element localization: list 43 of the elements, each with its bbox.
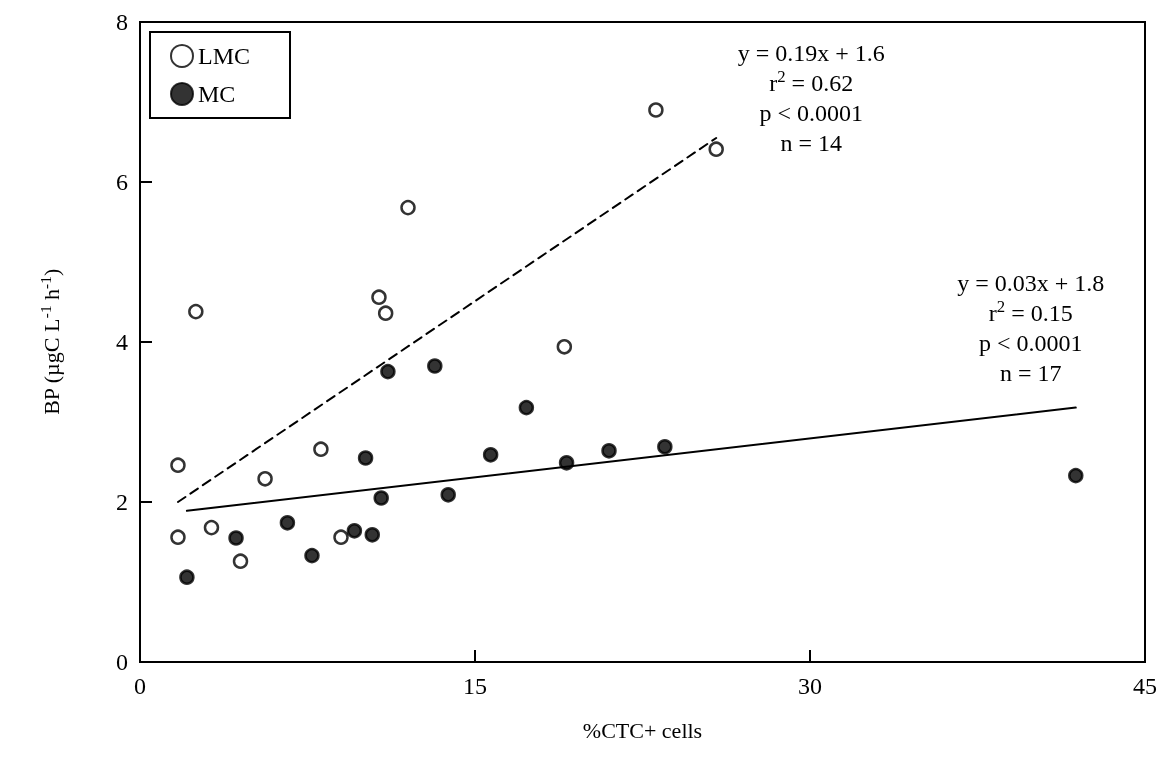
point [371,289,387,305]
point [648,102,664,118]
point [601,443,617,459]
y-tick-label: 0 [116,649,128,675]
point [373,490,389,506]
point [482,447,499,463]
point [313,441,329,457]
y-tick-label: 8 [116,9,128,35]
point [380,363,396,380]
y-tick-label: 2 [116,489,128,515]
point [179,569,195,585]
point [232,553,249,569]
point [304,547,320,564]
point [1068,467,1084,484]
x-axis-title: %CTC+ cells [582,718,703,744]
point [333,529,349,545]
point [188,303,204,320]
point [279,515,296,531]
point [400,199,416,216]
point [518,399,535,416]
point [440,487,456,503]
y-axis-title: BP (µgC L-1 h-1) [36,268,64,415]
x-tick-label: 15 [463,673,487,699]
point [357,450,374,466]
point [708,141,724,157]
point [364,527,381,543]
x-tick-label: 30 [798,673,822,699]
point [657,439,673,455]
y-tick-label: 4 [116,329,128,355]
legend-label: MC [198,81,236,107]
x-tick-label: 45 [1133,673,1157,699]
y-tick-label: 6 [116,169,128,195]
point [377,305,394,321]
point [228,530,244,546]
legend-label: LMC [198,43,251,69]
point [346,523,363,539]
x-tick-label: 0 [134,673,146,699]
point [257,471,273,487]
point [427,358,443,374]
point [556,339,573,355]
point [170,529,186,545]
point [170,457,186,473]
point [203,519,220,536]
